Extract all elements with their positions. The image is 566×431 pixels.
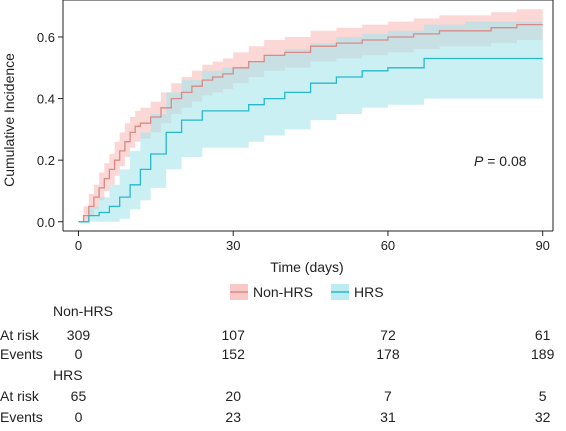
x-tick-label: 30 xyxy=(226,238,240,253)
incidence-lines xyxy=(78,23,543,223)
confidence-bands xyxy=(78,9,543,222)
risk-cell: 72 xyxy=(380,327,396,343)
y-tick-label: 0.6 xyxy=(37,30,55,45)
risk-row-label: At risk xyxy=(0,388,40,404)
risk-row-label: At risk xyxy=(0,327,40,343)
y-tick-label: 0.4 xyxy=(37,92,55,107)
risk-cell: 7 xyxy=(384,388,392,404)
incidence-line-hrs xyxy=(78,57,543,223)
y-tick-label: 0.2 xyxy=(37,153,55,168)
x-tick-label: 90 xyxy=(535,238,549,253)
risk-cell: 31 xyxy=(380,409,396,425)
p-value-text: = 0.08 xyxy=(483,153,526,169)
risk-cell: 65 xyxy=(71,388,87,404)
p-value-symbol: P xyxy=(474,153,484,169)
legend-label-hrs: HRS xyxy=(354,284,384,300)
x-tick-label: 0 xyxy=(75,238,82,253)
risk-table: Non-HRS At risk 309 107 72 61 Events 0 152 178 189… xyxy=(0,303,555,425)
y-axis-label: Cumulative Incidence xyxy=(1,53,17,187)
risk-cell: 178 xyxy=(376,346,400,362)
legend-label-non-hrs: Non-HRS xyxy=(253,284,313,300)
risk-cell: 309 xyxy=(67,327,91,343)
risk-cell: 61 xyxy=(535,327,551,343)
risk-cell: 152 xyxy=(222,346,246,362)
risk-cell: 20 xyxy=(225,388,241,404)
axes: 0 30 60 90 0.0 0.2 0.4 0.6 xyxy=(37,0,554,253)
risk-row-label: Events xyxy=(0,346,43,362)
risk-row-label: Events xyxy=(0,409,43,425)
x-tick-label: 60 xyxy=(381,238,395,253)
risk-cell: 0 xyxy=(75,409,83,425)
y-tick-label: 0.0 xyxy=(37,215,55,230)
risk-cell: 189 xyxy=(531,346,555,362)
risk-group-header-hrs: HRS xyxy=(53,367,83,383)
risk-group-header-non-hrs: Non-HRS xyxy=(53,303,113,319)
legend: Non-HRS HRS xyxy=(230,284,384,300)
risk-cell: 32 xyxy=(535,409,551,425)
risk-cell: 5 xyxy=(539,388,547,404)
risk-cell: 0 xyxy=(75,346,83,362)
p-value-annotation: P = 0.08 xyxy=(474,153,527,169)
risk-cell: 107 xyxy=(222,327,246,343)
x-axis-label: Time (days) xyxy=(270,259,343,275)
risk-cell: 23 xyxy=(225,409,241,425)
confidence-band-hrs xyxy=(78,21,543,222)
incidence-line-non-hrs xyxy=(78,23,543,223)
